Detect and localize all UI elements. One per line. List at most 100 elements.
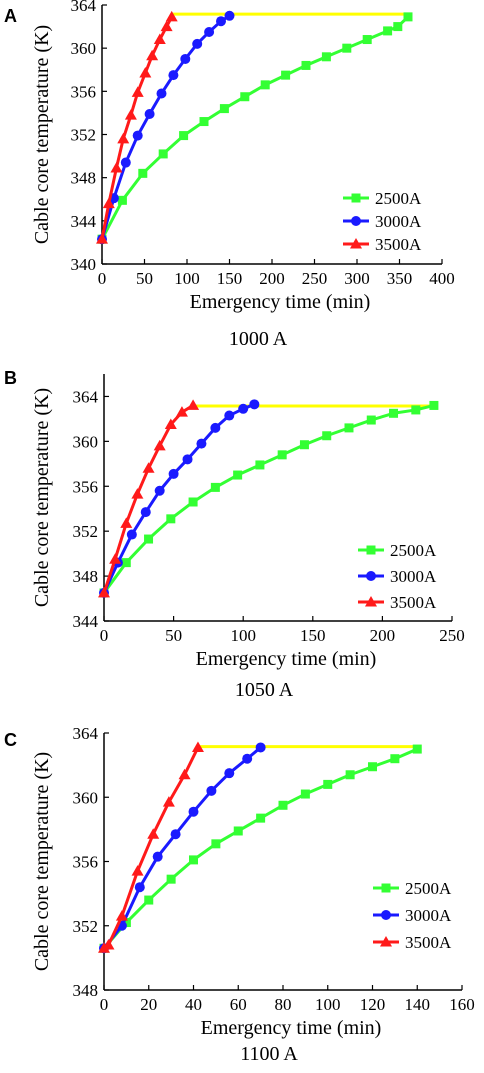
data-point bbox=[134, 882, 145, 893]
data-point bbox=[196, 438, 207, 449]
data-point bbox=[110, 161, 123, 173]
data-point bbox=[260, 80, 270, 90]
data-point bbox=[182, 454, 193, 465]
panel-label-a: A bbox=[4, 6, 17, 26]
data-point bbox=[153, 33, 166, 45]
legend-label: 3500A bbox=[375, 235, 422, 254]
data-point bbox=[281, 70, 291, 80]
y-tick-label: 344 bbox=[71, 212, 97, 231]
x-tick-label: 80 bbox=[275, 995, 292, 1014]
data-point bbox=[210, 482, 220, 492]
series-line bbox=[100, 15, 410, 240]
y-tick-label: 360 bbox=[73, 788, 99, 807]
legend: 2500A 3000A 3500A bbox=[373, 879, 452, 952]
legend-marker bbox=[351, 193, 361, 203]
legend-marker bbox=[350, 238, 362, 249]
y-tick-label: 352 bbox=[71, 126, 97, 145]
legend-label: 2500A bbox=[390, 541, 437, 560]
data-point bbox=[191, 741, 204, 752]
panel-caption: 1000 A bbox=[229, 328, 288, 350]
y-tick-label: 348 bbox=[73, 981, 99, 1000]
y-tick-label: 352 bbox=[73, 522, 99, 541]
y-tick-label: 364 bbox=[73, 387, 99, 406]
data-point bbox=[117, 132, 130, 144]
data-point bbox=[98, 586, 110, 598]
panel-label-b: B bbox=[4, 368, 17, 388]
x-tick-label: 150 bbox=[300, 626, 326, 645]
data-point bbox=[131, 865, 144, 876]
y-tick-label: 356 bbox=[71, 82, 97, 101]
data-point bbox=[219, 104, 229, 114]
data-point bbox=[390, 754, 400, 764]
data-point bbox=[299, 440, 309, 450]
legend-label: 3000A bbox=[375, 212, 422, 231]
data-point bbox=[124, 109, 137, 120]
x-tick-label: 300 bbox=[344, 269, 370, 288]
data-point bbox=[249, 399, 260, 410]
data-point bbox=[139, 66, 152, 78]
x-tick-label: 60 bbox=[230, 995, 247, 1014]
data-point bbox=[131, 86, 144, 97]
data-point bbox=[233, 826, 243, 836]
x-axis-title: Emergency time (min) bbox=[201, 1017, 382, 1039]
series-line bbox=[103, 746, 200, 950]
data-point bbox=[199, 117, 209, 127]
x-tick-label: 200 bbox=[370, 626, 396, 645]
x-tick-label: 0 bbox=[100, 995, 109, 1014]
legend-marker bbox=[366, 545, 376, 555]
data-point bbox=[142, 462, 155, 473]
x-tick-label: 0 bbox=[100, 626, 109, 645]
x-tick-label: 200 bbox=[259, 269, 285, 288]
data-point bbox=[132, 130, 143, 141]
data-point bbox=[178, 768, 191, 780]
legend-marker bbox=[380, 936, 392, 947]
data-point bbox=[160, 20, 173, 32]
data-point bbox=[206, 785, 217, 796]
data-point bbox=[188, 806, 199, 817]
data-point bbox=[255, 742, 266, 753]
data-point bbox=[121, 918, 131, 928]
panel-caption: 1050 A bbox=[235, 679, 294, 701]
data-point bbox=[323, 779, 333, 789]
y-tick-label: 344 bbox=[73, 612, 99, 631]
data-point bbox=[165, 10, 178, 22]
y-tick-label: 340 bbox=[71, 255, 97, 274]
legend: 2500A 3000A 3500A bbox=[358, 541, 437, 612]
data-point bbox=[115, 910, 128, 921]
x-tick-label: 140 bbox=[405, 995, 431, 1014]
x-tick-label: 400 bbox=[429, 269, 455, 288]
data-point bbox=[140, 507, 151, 518]
panel-label-c: C bbox=[4, 730, 17, 750]
data-point bbox=[256, 813, 266, 823]
data-point bbox=[224, 768, 235, 779]
data-point bbox=[322, 431, 332, 441]
data-point bbox=[144, 534, 154, 544]
data-point bbox=[164, 418, 177, 430]
data-point bbox=[192, 38, 203, 49]
data-point bbox=[120, 157, 131, 168]
y-tick-label: 364 bbox=[73, 724, 99, 743]
data-point bbox=[189, 855, 198, 865]
x-tick-label: 100 bbox=[174, 269, 200, 288]
data-point bbox=[131, 488, 144, 499]
y-tick-label: 356 bbox=[73, 477, 99, 496]
x-tick-label: 50 bbox=[136, 269, 153, 288]
x-tick-label: 250 bbox=[439, 626, 465, 645]
legend-label: 3500A bbox=[390, 593, 437, 612]
data-point bbox=[147, 828, 160, 839]
data-point bbox=[411, 405, 421, 415]
y-tick-label: 360 bbox=[71, 39, 97, 58]
data-point bbox=[210, 422, 221, 433]
data-point bbox=[180, 53, 191, 64]
data-point bbox=[403, 12, 413, 22]
data-point bbox=[389, 408, 399, 418]
data-point bbox=[342, 43, 352, 53]
data-point bbox=[144, 895, 154, 905]
data-point bbox=[166, 514, 176, 524]
y-axis-title: Cable core temperature (K) bbox=[31, 388, 53, 607]
chart-a: A 0 50 100 150 200 250 300 350 400 340 344 348 352 356… bbox=[4, 0, 455, 350]
data-point bbox=[412, 744, 422, 754]
data-point bbox=[96, 233, 108, 244]
data-point bbox=[345, 770, 355, 780]
data-point bbox=[170, 829, 181, 840]
